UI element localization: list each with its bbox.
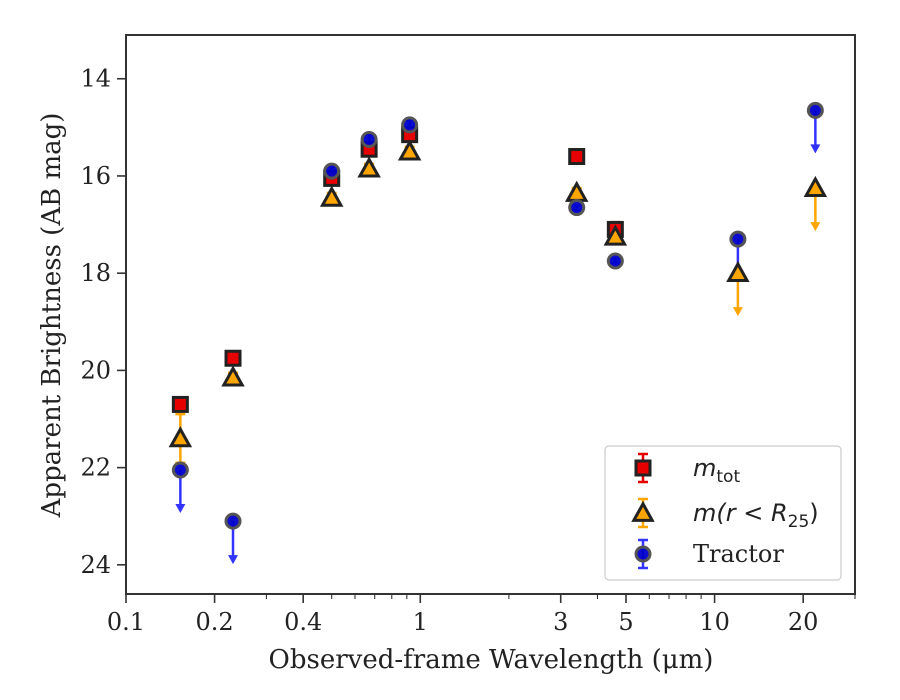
x-axis: 0.1 0.2 0.4 1 3 5 10 20 xyxy=(107,594,856,636)
y-tick-label: 16 xyxy=(80,162,111,190)
data-point xyxy=(603,224,628,246)
data-point xyxy=(568,199,586,217)
series-square xyxy=(175,128,621,411)
x-tick-label: 0.1 xyxy=(107,608,145,636)
data-point xyxy=(360,131,378,149)
y-tick-label: 22 xyxy=(80,454,111,482)
series-markers-square xyxy=(171,126,624,413)
legend-label: mtot xyxy=(693,454,740,487)
plot-area xyxy=(125,34,856,595)
series-markers-triangle xyxy=(168,139,828,448)
y-axis: 14 16 18 20 22 24 xyxy=(80,65,126,579)
series-triangle xyxy=(175,145,821,465)
data-point xyxy=(224,512,242,530)
y-tick-label: 20 xyxy=(80,356,111,384)
data-point xyxy=(803,175,828,197)
legend-marker xyxy=(634,459,652,477)
data-point xyxy=(171,461,189,479)
upper-limit-arrow xyxy=(175,504,186,514)
data-point xyxy=(397,139,422,161)
legend-label: Tractor xyxy=(693,540,784,568)
data-point xyxy=(323,162,341,180)
data-point xyxy=(319,185,344,207)
data-point xyxy=(568,148,586,166)
x-tick-label: 10 xyxy=(699,608,730,636)
x-tick-label: 0.2 xyxy=(196,608,234,636)
legend-entry: m(r < R25) xyxy=(631,497,819,532)
legend-label: m(r < R25) xyxy=(693,499,819,532)
y-tick-label: 24 xyxy=(80,551,111,579)
x-tick-label: 5 xyxy=(618,608,633,636)
legend-box xyxy=(604,445,842,581)
upper-limit-arrow xyxy=(810,222,821,232)
data-point xyxy=(806,101,824,119)
data-point xyxy=(606,252,624,270)
upper-limit-arrow xyxy=(810,144,821,154)
x-tick-label: 1 xyxy=(413,608,428,636)
data-point xyxy=(168,426,193,448)
legend: mtot m(r < R25) Tractor xyxy=(604,445,842,581)
y-tick-label: 14 xyxy=(80,65,111,93)
legend-marker xyxy=(631,500,655,522)
y-axis-label: Apparent Brightness (AB mag) xyxy=(37,113,67,519)
series-markers-circle xyxy=(171,101,824,530)
legend-entry: Tractor xyxy=(634,538,784,570)
data-point xyxy=(224,349,242,367)
legend-entry: mtot xyxy=(634,452,740,487)
y-tick-label: 18 xyxy=(80,259,111,287)
plot-frame xyxy=(125,34,856,595)
data-point xyxy=(171,395,189,413)
data-marks xyxy=(168,101,828,565)
data-point xyxy=(564,180,589,202)
data-point xyxy=(401,116,419,134)
data-point xyxy=(729,230,747,248)
data-point xyxy=(221,365,245,387)
x-axis-label: Observed-frame Wavelength (μm) xyxy=(269,645,714,675)
upper-limit-arrow xyxy=(732,307,743,317)
legend-marker xyxy=(634,545,652,563)
x-tick-label: 20 xyxy=(788,608,819,636)
x-tick-label: 0.4 xyxy=(284,608,322,636)
data-point xyxy=(357,156,381,178)
upper-limit-arrow xyxy=(228,555,239,565)
data-point xyxy=(726,260,750,283)
x-tick-label: 3 xyxy=(553,608,568,636)
